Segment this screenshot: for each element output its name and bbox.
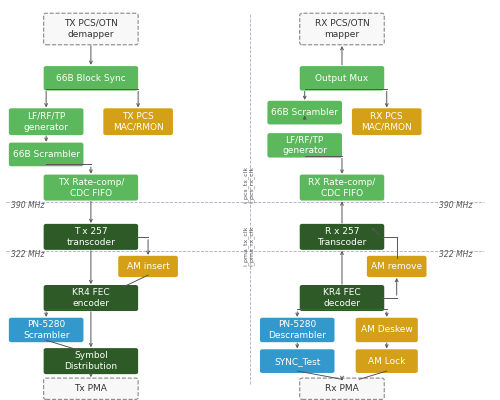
Text: Output Mux: Output Mux bbox=[316, 74, 368, 83]
Text: i_pcs_tx_clk: i_pcs_tx_clk bbox=[242, 166, 248, 203]
FancyBboxPatch shape bbox=[44, 285, 138, 311]
FancyBboxPatch shape bbox=[367, 256, 426, 277]
FancyBboxPatch shape bbox=[268, 133, 342, 158]
Text: PN-5280
Scrambler: PN-5280 Scrambler bbox=[23, 320, 70, 340]
FancyBboxPatch shape bbox=[9, 318, 84, 342]
FancyBboxPatch shape bbox=[118, 256, 178, 277]
FancyBboxPatch shape bbox=[352, 108, 422, 135]
FancyBboxPatch shape bbox=[300, 66, 384, 90]
Text: 390 MHz: 390 MHz bbox=[12, 201, 44, 210]
FancyBboxPatch shape bbox=[300, 224, 384, 250]
Text: AM Deskew: AM Deskew bbox=[361, 326, 412, 334]
FancyBboxPatch shape bbox=[44, 224, 138, 250]
Text: AM insert: AM insert bbox=[126, 262, 170, 271]
Text: RX PCS/OTN
mapper: RX PCS/OTN mapper bbox=[314, 19, 370, 39]
Text: 66B Block Sync: 66B Block Sync bbox=[56, 74, 126, 83]
Text: TX Rate-comp/
CDC FIFO: TX Rate-comp/ CDC FIFO bbox=[58, 178, 124, 198]
FancyBboxPatch shape bbox=[300, 174, 384, 200]
Text: TX PCS/OTN
demapper: TX PCS/OTN demapper bbox=[64, 19, 118, 39]
Text: R x 257
Transcoder: R x 257 Transcoder bbox=[318, 227, 366, 247]
FancyBboxPatch shape bbox=[300, 13, 384, 45]
FancyBboxPatch shape bbox=[268, 101, 342, 124]
FancyBboxPatch shape bbox=[300, 285, 384, 311]
Text: KR4 FEC
decoder: KR4 FEC decoder bbox=[323, 288, 361, 308]
Text: i_pma_rx_clk: i_pma_rx_clk bbox=[249, 226, 255, 266]
FancyBboxPatch shape bbox=[44, 174, 138, 200]
Text: RX PCS
MAC/RMON: RX PCS MAC/RMON bbox=[362, 112, 412, 132]
FancyBboxPatch shape bbox=[9, 108, 84, 135]
Text: 390 MHz: 390 MHz bbox=[439, 201, 472, 210]
Text: LF/RF/TP
generator: LF/RF/TP generator bbox=[282, 135, 327, 156]
Text: KR4 FEC
encoder: KR4 FEC encoder bbox=[72, 288, 110, 308]
FancyBboxPatch shape bbox=[104, 108, 173, 135]
Text: 66B Scrambler: 66B Scrambler bbox=[271, 108, 338, 117]
FancyBboxPatch shape bbox=[260, 318, 334, 342]
Text: RX Rate-comp/
CDC FIFO: RX Rate-comp/ CDC FIFO bbox=[308, 178, 376, 198]
Text: i_pma_tx_clk: i_pma_tx_clk bbox=[242, 226, 248, 266]
Text: T x 257
transcoder: T x 257 transcoder bbox=[66, 227, 116, 247]
FancyBboxPatch shape bbox=[44, 13, 138, 45]
Text: AM Lock: AM Lock bbox=[368, 357, 406, 366]
Text: PN-5280
Descrambler: PN-5280 Descrambler bbox=[268, 320, 326, 340]
Text: LF/RF/TP
generator: LF/RF/TP generator bbox=[24, 112, 68, 132]
FancyBboxPatch shape bbox=[44, 378, 138, 399]
Text: Rx PMA: Rx PMA bbox=[325, 384, 359, 393]
FancyBboxPatch shape bbox=[260, 349, 334, 373]
Text: Tx PMA: Tx PMA bbox=[74, 384, 108, 393]
Text: 322 MHz: 322 MHz bbox=[439, 250, 472, 259]
FancyBboxPatch shape bbox=[9, 143, 84, 166]
Text: AM remove: AM remove bbox=[371, 262, 422, 271]
FancyBboxPatch shape bbox=[356, 349, 418, 373]
FancyBboxPatch shape bbox=[44, 66, 138, 90]
Text: 66B Scrambler: 66B Scrambler bbox=[12, 150, 80, 159]
Text: 322 MHz: 322 MHz bbox=[12, 250, 44, 259]
Text: Symbol
Distribution: Symbol Distribution bbox=[64, 351, 118, 371]
Text: i_pcs_rx_clk: i_pcs_rx_clk bbox=[249, 166, 255, 203]
Text: TX PCS
MAC/RMON: TX PCS MAC/RMON bbox=[113, 112, 164, 132]
FancyBboxPatch shape bbox=[44, 348, 138, 374]
Text: SYNC_Test: SYNC_Test bbox=[274, 357, 320, 366]
FancyBboxPatch shape bbox=[300, 378, 384, 399]
FancyBboxPatch shape bbox=[356, 318, 418, 342]
